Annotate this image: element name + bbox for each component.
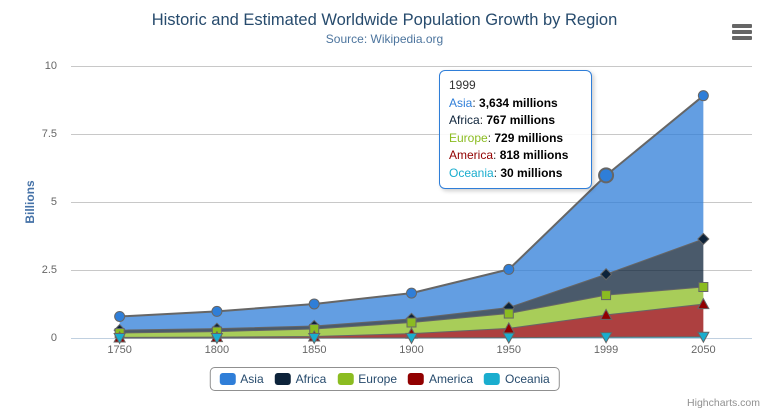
hamburger-icon <box>732 36 752 40</box>
x-axis-label-1950: 1950 <box>496 344 522 356</box>
y-axis-label-2.5: 2.5 <box>41 264 57 276</box>
x-axis-label-1800: 1800 <box>204 344 230 356</box>
marker-america-1999[interactable] <box>599 308 613 320</box>
x-axis-label-1750: 1750 <box>107 344 132 356</box>
legend-symbol-america <box>408 373 425 385</box>
area-america <box>119 304 704 338</box>
marker-oceania-1950[interactable] <box>502 332 516 345</box>
marker-oceania-1999[interactable] <box>599 332 613 344</box>
y-axis-label-7.5: 7.5 <box>41 128 57 140</box>
legend-label: Asia <box>240 372 264 386</box>
marker-asia-1850[interactable] <box>308 298 320 310</box>
marker-america-2050[interactable] <box>697 297 710 310</box>
legend-item-america[interactable]: America <box>408 372 473 386</box>
export-menu-button[interactable] <box>730 20 754 42</box>
hamburger-icon <box>732 30 752 34</box>
x-axis-label-2050: 2050 <box>691 344 716 356</box>
legend-label: Europe <box>358 372 398 386</box>
marker-oceania-1750[interactable] <box>113 332 126 345</box>
marker-asia-1800[interactable] <box>211 305 223 317</box>
legend-symbol-asia <box>219 373 236 385</box>
marker-asia-1750[interactable] <box>114 310 126 322</box>
legend: Asia Africa Europe America Oceania <box>209 367 560 391</box>
legend-label: Oceania <box>505 372 550 386</box>
chart-title: Historic and Estimated Worldwide Populat… <box>151 11 618 29</box>
chart-subtitle: Source: Wikipedia.org <box>325 32 444 46</box>
marker-oceania-1800[interactable] <box>210 332 224 345</box>
marker-oceania-2050[interactable] <box>697 331 710 344</box>
marker-africa-2050[interactable] <box>697 232 710 246</box>
marker-oceania-1900[interactable] <box>405 332 418 345</box>
marker-asia-1900[interactable] <box>406 287 417 299</box>
x-axis-label-1900: 1900 <box>399 344 424 356</box>
marker-europe-1999[interactable] <box>601 290 612 301</box>
legend-symbol-oceania <box>484 373 501 385</box>
area-asia <box>119 95 704 331</box>
marker-asia-1999-hovered[interactable] <box>598 167 615 184</box>
legend-symbol-africa <box>274 373 291 385</box>
legend-item-africa[interactable]: Africa <box>274 372 327 386</box>
legend-label: America <box>429 372 474 386</box>
legend-item-europe[interactable]: Europe <box>337 372 397 386</box>
x-axis-label-1850: 1850 <box>301 344 327 356</box>
marker-europe-2050[interactable] <box>698 282 709 292</box>
marker-asia-2050[interactable] <box>697 90 709 102</box>
legend-symbol-europe <box>337 373 354 385</box>
legend-item-oceania[interactable]: Oceania <box>484 372 550 386</box>
marker-asia-1950[interactable] <box>503 263 515 275</box>
credits-link[interactable]: Highcharts.com <box>687 397 760 409</box>
y-axis-label-0: 0 <box>50 332 57 344</box>
marker-europe-1900[interactable] <box>406 317 417 328</box>
marker-europe-1950[interactable] <box>503 308 514 319</box>
area-africa <box>119 238 704 334</box>
x-axis-label-1999: 1999 <box>593 344 619 356</box>
y-axis-label-10: 10 <box>44 60 57 72</box>
hamburger-icon <box>732 24 752 28</box>
y-axis-label-5: 5 <box>50 196 57 208</box>
legend-item-asia[interactable]: Asia <box>219 372 264 386</box>
marker-oceania-1850[interactable] <box>307 332 321 345</box>
marker-africa-1999[interactable] <box>599 268 613 281</box>
legend-label: Africa <box>295 372 327 386</box>
